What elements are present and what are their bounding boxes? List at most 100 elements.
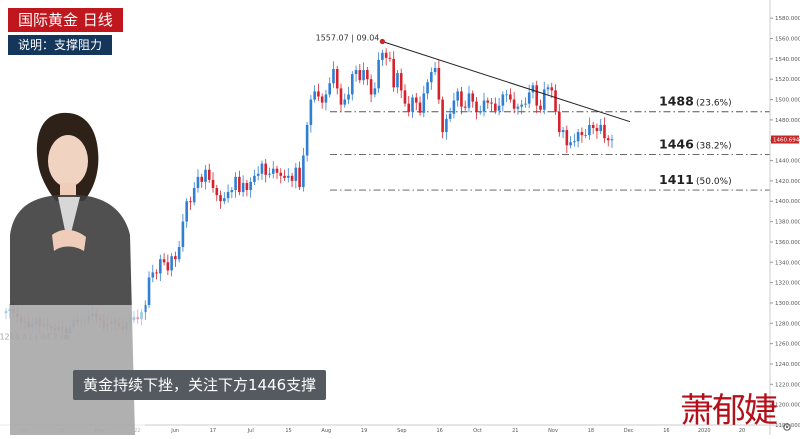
x-tick-label: Jul (247, 428, 254, 434)
candle-body (569, 142, 572, 146)
candle-body (185, 201, 188, 222)
candle-body (260, 163, 264, 174)
candle-body (271, 168, 275, 174)
candle-body (313, 91, 316, 100)
candle-body (256, 173, 260, 176)
candle-body (275, 168, 279, 173)
candle-body (268, 173, 271, 175)
candle-body (399, 73, 403, 91)
candle-body (335, 69, 339, 89)
y-tick-label: 1440.000 (775, 159, 800, 165)
candle-body (407, 103, 411, 112)
peak-marker (379, 38, 385, 45)
candle-body (234, 176, 237, 191)
chart-title: 国际黄金 日线 (8, 8, 123, 32)
x-tick-label: Oct (473, 428, 482, 434)
candle-body (430, 72, 433, 83)
presenter-photo (0, 112, 145, 435)
candle-body (584, 135, 587, 136)
candle-body (226, 192, 230, 199)
candle-body (603, 124, 606, 139)
x-tick-label: Jun (170, 428, 179, 434)
candle-body (358, 70, 362, 81)
candle-body (516, 106, 520, 109)
candle-body (211, 179, 215, 189)
candle-body (215, 188, 219, 196)
candle-body (494, 103, 497, 111)
candle-body (512, 99, 516, 109)
x-tick-label: 17 (210, 428, 216, 434)
candle-body (441, 99, 444, 133)
candle-body (354, 70, 358, 75)
candle-body (456, 91, 459, 101)
y-tick-label: 1280.000 (775, 321, 800, 327)
candle-body (463, 106, 467, 108)
x-tick-label: 15 (285, 428, 291, 434)
candle-body (610, 139, 614, 141)
candle-body (505, 94, 508, 96)
caption-banner: 黄金持续下挫，关注下方1446支撑 (73, 370, 327, 400)
candle-body (542, 89, 546, 110)
candle-body (606, 138, 610, 141)
candle-body (467, 93, 471, 108)
y-tick-label: 1540.000 (775, 57, 800, 63)
x-tick-label: 21 (512, 428, 518, 434)
candle-body (475, 101, 478, 112)
candle-body (192, 188, 196, 203)
x-tick-label: 18 (588, 428, 594, 434)
x-tick-label: 2020 (698, 428, 711, 434)
level-value: 1488 (659, 94, 694, 109)
y-tick-label: 1400.000 (775, 199, 800, 205)
x-tick-label: 20 (739, 428, 745, 434)
candle-body (305, 124, 309, 156)
candle-body (460, 91, 463, 107)
y-tick-label: 1520.000 (775, 77, 800, 83)
candle-body (339, 88, 343, 105)
candle-body (223, 198, 226, 202)
current-price-badge (771, 135, 799, 144)
candle-body (414, 97, 418, 103)
y-tick-label: 1240.000 (775, 362, 800, 368)
candle-body (151, 272, 155, 278)
candle-body (452, 100, 456, 114)
candle-body (418, 102, 422, 113)
y-tick-label: 1300.000 (775, 301, 800, 307)
candle-body (219, 195, 222, 202)
candle-body (320, 96, 324, 103)
candle-body (249, 181, 252, 191)
candle-body (174, 256, 177, 260)
y-tick-label: 1340.000 (775, 260, 800, 266)
candle-body (317, 91, 320, 97)
candle-body (332, 69, 335, 84)
y-tick-label: 1180.000 (775, 423, 800, 429)
candle-body (147, 277, 151, 305)
candle-body (373, 88, 377, 95)
candle-body (324, 94, 328, 103)
candle-body (350, 74, 354, 95)
chart-subtitle: 说明：支撑阻力 (8, 35, 113, 55)
candle-body (448, 113, 452, 119)
candle-body (283, 175, 286, 178)
candle-body (155, 272, 158, 274)
candle-body (445, 118, 448, 133)
candle-body (539, 105, 542, 110)
candle-body (166, 262, 170, 271)
y-tick-label: 1560.000 (775, 37, 800, 43)
candle-body (264, 163, 268, 175)
candle-body (302, 155, 305, 188)
level-value: 1411 (659, 172, 694, 187)
gear-icon[interactable] (782, 422, 792, 432)
candle-body (241, 182, 245, 193)
candle-body (200, 176, 204, 182)
candle-body (554, 90, 557, 112)
candle-body (328, 83, 332, 95)
y-tick-label: 1200.000 (775, 403, 800, 409)
candle-body (309, 99, 313, 125)
candle-body (437, 68, 441, 100)
candle-body (159, 259, 162, 274)
candle-body (343, 99, 347, 105)
candle-body (253, 175, 256, 182)
candle-body (426, 82, 429, 94)
candle-body (558, 111, 561, 133)
candle-body (230, 190, 234, 193)
